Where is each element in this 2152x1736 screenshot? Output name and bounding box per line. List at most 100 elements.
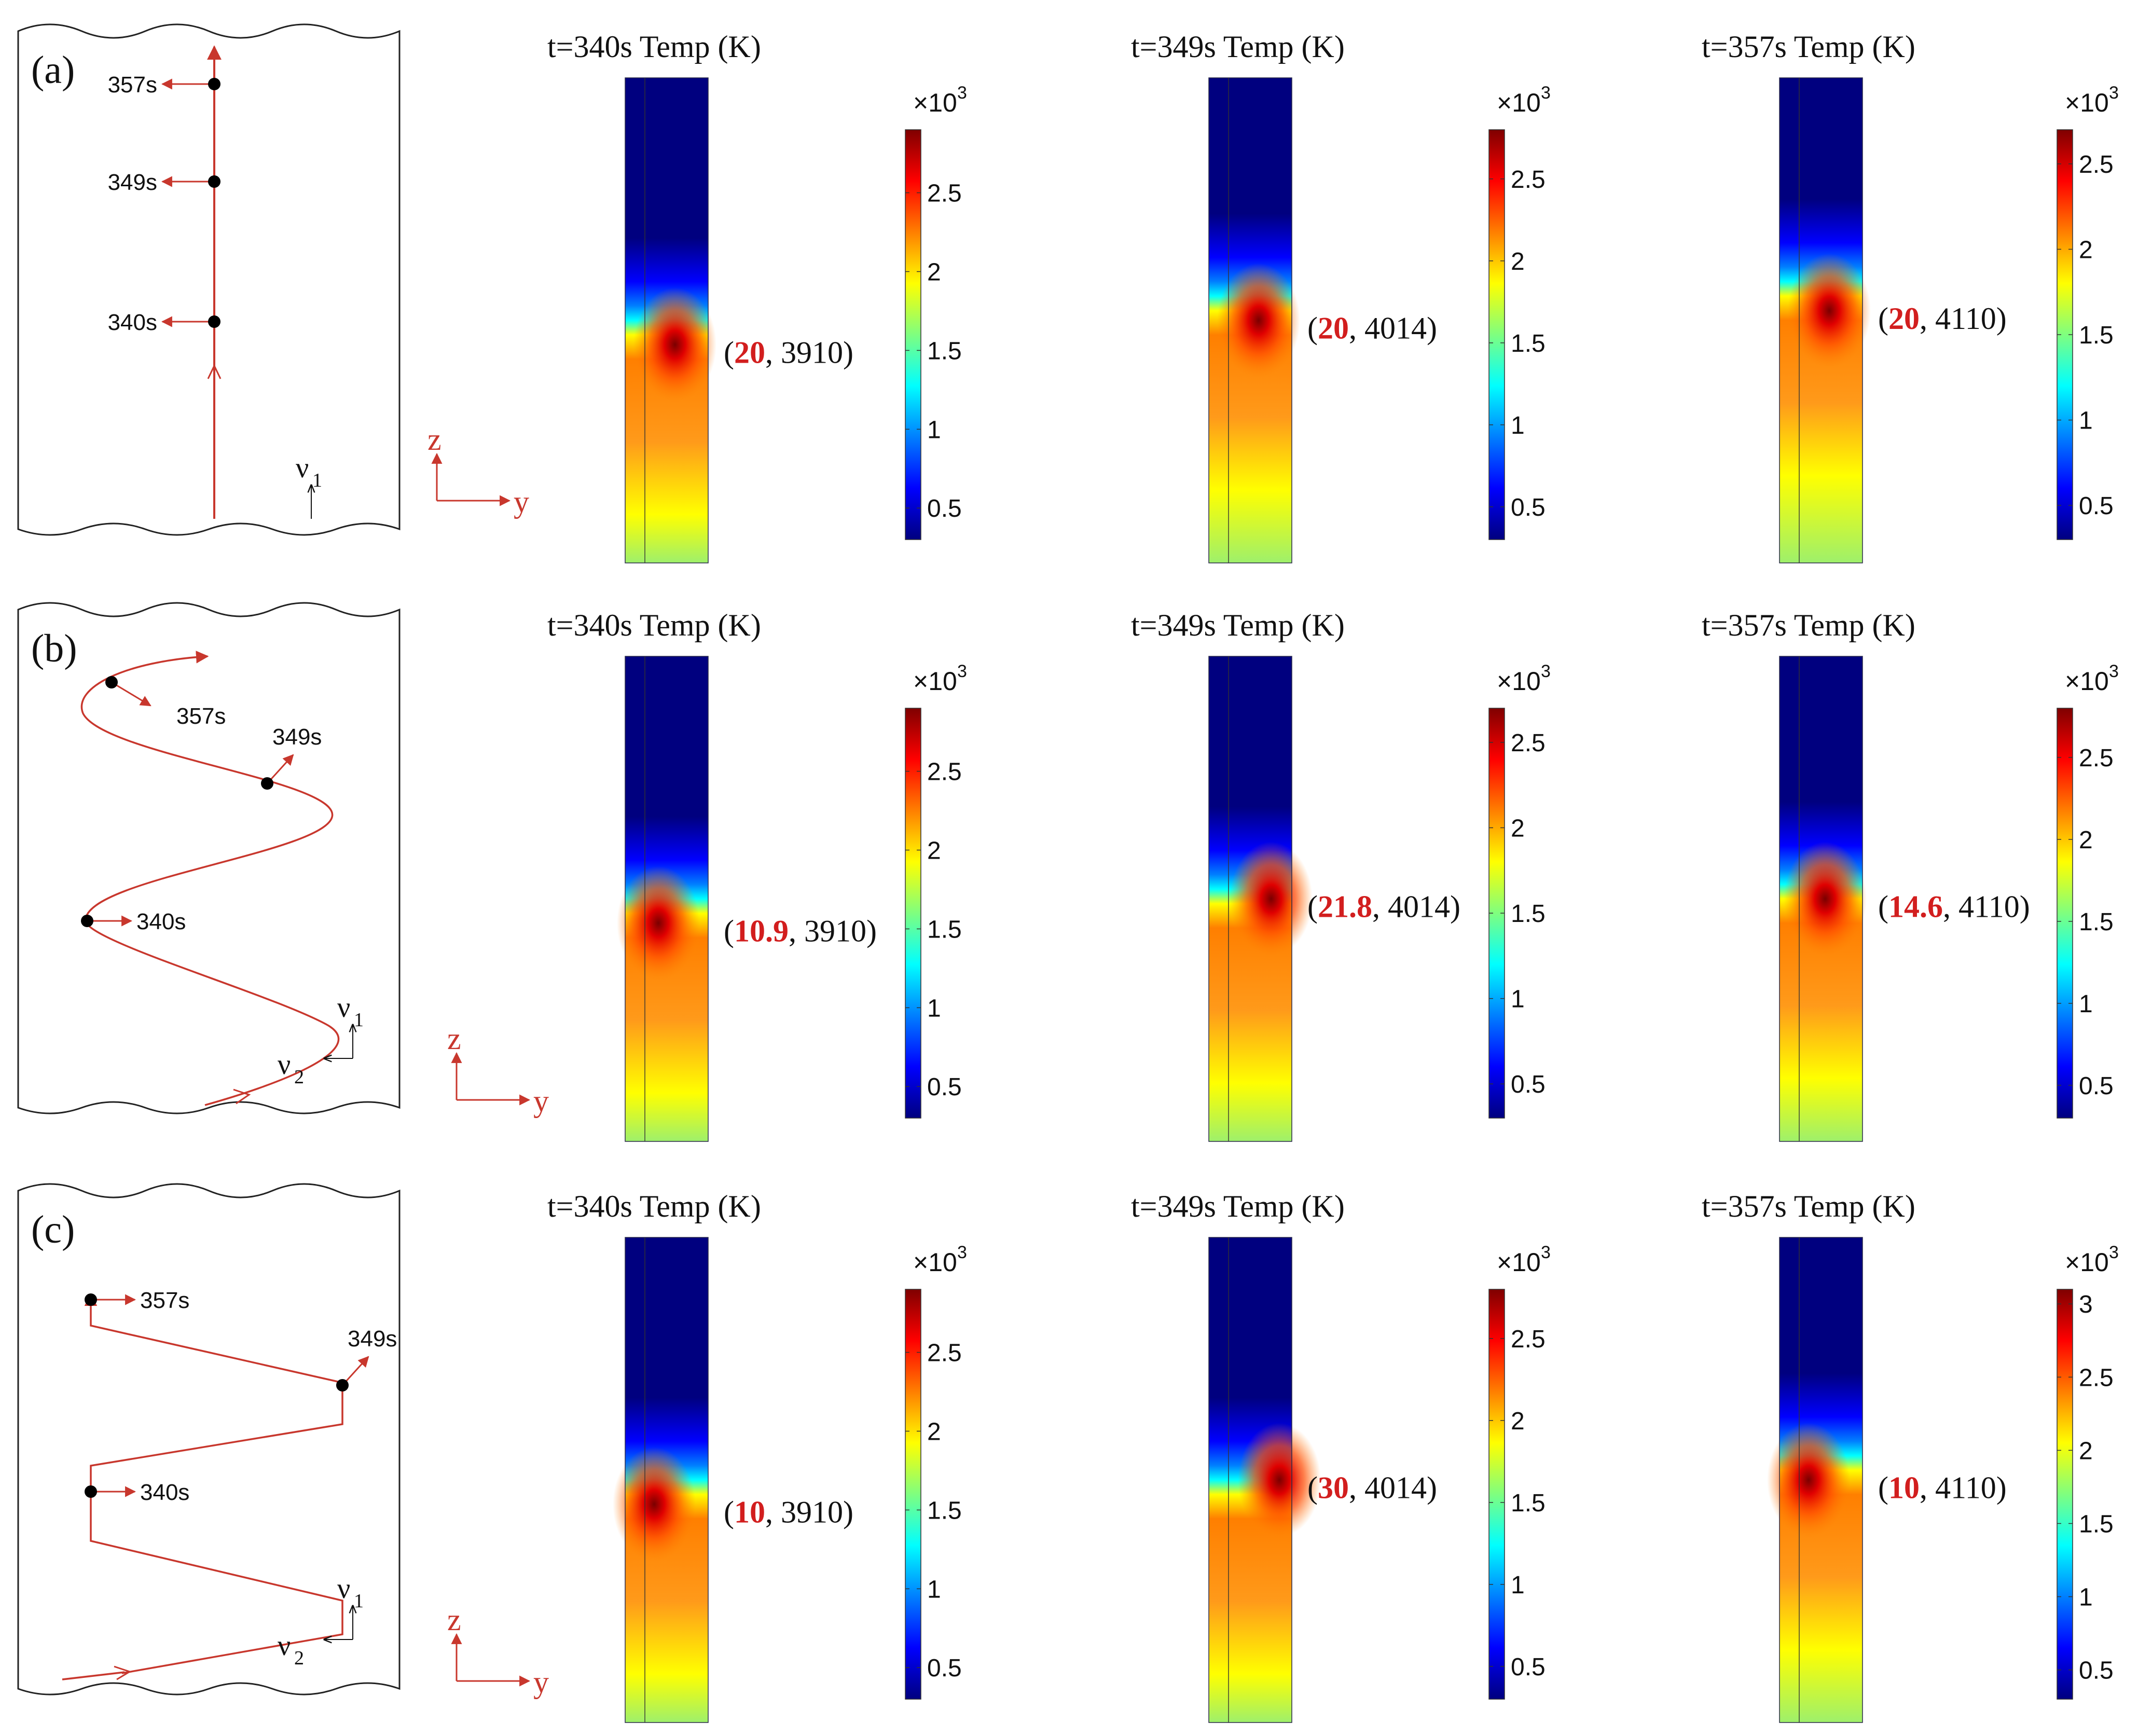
colorbar-tick-label: 2.5 [1511,166,1546,194]
coordinate-label: (10.9, 3910) [724,914,877,948]
time-marker-arrow [266,754,294,784]
velocity-v1-label: ν [296,452,309,484]
colorbar: ×10 3 2.5 2 1.5 1 0.5 [1488,83,1551,540]
hot-spot [633,287,716,402]
colorbar-tick-label: 2.5 [2079,745,2114,772]
plot-title: t=340s Temp (K) [547,608,761,642]
velocity-v1-subscript: 1 [354,1590,364,1612]
colorbar-tick-label: 2 [1511,815,1525,842]
temperature-plot: t=357s Temp (K) (20, 4110) ×10 3 2.5 2 1.5 1 0.5 [1702,30,2119,563]
axis-z-label: z [427,422,442,457]
colorbar-tick-label: 2 [927,1418,941,1445]
colorbar-tick-label: 2 [927,258,941,286]
coordinate-open: ( [1307,1471,1318,1505]
coordinate-label: (14.6, 4110) [1878,890,2030,924]
colorbar-scale-exponent: 3 [1541,662,1551,681]
colorbar-scale: ×10 [1497,88,1541,117]
domain-outline [17,1183,401,1696]
coordinate-label: (20, 4014) [1307,311,1437,346]
colorbar-scale-exponent: 3 [1541,1243,1551,1262]
colorbar-scale-exponent: 3 [1541,83,1551,103]
colorbar-scale-exponent: 3 [957,83,967,103]
plot-title: t=340s Temp (K) [547,30,761,64]
colorbar-bar [905,1289,921,1700]
coordinate-y-value: 30 [1318,1471,1349,1505]
hot-spot [617,866,700,981]
direction-chevron [233,1089,251,1105]
axis-y-label: y [533,1084,549,1118]
domain-outline [17,23,401,536]
coordinate-open: ( [1878,301,1888,336]
colorbar-scale-exponent: 3 [2109,83,2119,103]
temperature-plot: t=357s Temp (K)(10, 4110)×10 332.521.510.… [1702,1189,2119,1723]
colorbar-tick-label: 3 [2079,1291,2093,1318]
colorbar-tick-label: 0.5 [2079,492,2114,520]
colorbar-tick-label: 0.5 [927,1655,962,1682]
coordinate-y-value: 20 [1318,311,1349,346]
colorbar-tick-label: 1 [927,1576,941,1603]
coordinate-open: ( [724,1495,734,1529]
colorbar-tick-label: 2.5 [927,1340,962,1367]
colorbar-tick-label: 2.5 [2079,151,2114,178]
temperature-plot: t=349s Temp (K) (20, 4014) ×10 3 2.5 2 1.5 1 0.5 [1131,30,1551,563]
panel-label: (c) [31,1208,75,1251]
velocity-v2-label: ν [278,1049,291,1081]
colorbar-tick-label: 1.5 [2079,908,2114,936]
colorbar: ×10 3 2.5 2 1.5 1 0.5 [2057,83,2119,540]
colorbar-tick-label: 2.5 [927,180,962,208]
colorbar-tick-label: 1.5 [1511,330,1546,357]
coordinate-rest: , 3910) [789,914,877,948]
velocity-v2-label: ν [278,1630,291,1662]
panel-label: (a) [31,48,75,92]
colorbar-tick-label: 0.5 [1511,1071,1546,1098]
coordinate-label: (10, 3910) [724,1495,853,1529]
colorbar-tick-label: 2.5 [927,759,962,786]
coordinate-open: ( [1878,1471,1888,1505]
colorbar-tick-label: 1.5 [1511,900,1546,928]
axis-y-label: y [514,485,529,519]
colorbar-scale: ×10 [913,667,957,696]
colorbar: ×10 3 2.5 2 1.5 1 0.5 [2057,662,2119,1119]
coordinate-open: ( [1307,890,1318,924]
colorbar-tick-label: 1 [927,416,941,444]
time-marker-dot [336,1379,349,1391]
plot-border [625,656,709,1142]
colorbar-tick-label: 1.5 [2079,1510,2114,1538]
colorbar-tick-label: 2.5 [1511,1326,1546,1353]
colorbar-tick-label: 2.5 [2079,1364,2114,1391]
coordinate-open: ( [724,914,734,948]
time-marker-label: 349s [108,170,157,195]
colorbar-tick-label: 0.5 [2079,1072,2114,1100]
colorbar-tick-label: 0.5 [1511,1654,1546,1681]
scan-path [84,1293,343,1674]
time-marker-label: 357s [108,72,157,98]
coordinate-rest: , 3910) [765,1495,853,1529]
colorbar-scale-exponent: 3 [2109,662,2119,681]
time-marker-label: 349s [348,1326,397,1352]
colorbar-scale: ×10 [1497,1248,1541,1277]
time-marker-arrow [341,1356,369,1386]
coordinate-rest: , 4110) [1920,301,2007,336]
scan-path [80,651,340,1106]
hot-spot [1217,263,1300,378]
plot-border [1779,656,1863,1142]
coordinate-label: (21.8, 4014) [1307,890,1460,924]
plot-title: t=349s Temp (K) [1131,608,1345,642]
time-marker-dot [85,1293,97,1306]
colorbar-tick-label: 2 [2079,1437,2093,1465]
colorbar-scale: ×10 [2065,1248,2109,1277]
temperature-plot: t=340s Temp (K) (20, 3910) ×10 3 2.5 2 1.5 1 0.5 [547,30,967,563]
colorbar-tick-label: 0.5 [1511,494,1546,521]
colorbar-bar [1488,129,1505,540]
hot-spot [1784,842,1867,956]
plot-border [1779,1237,1863,1723]
temperature-plot: t=349s Temp (K) (30, 4014) ×10 3 2.5 2 1.5 1 0.5 [1131,1189,1551,1723]
colorbar-tick-label: 1.5 [927,337,962,365]
domain-outline [17,602,401,1114]
hot-spot [1230,842,1313,956]
colorbar-tick-label: 1 [1511,986,1525,1013]
plot-title: t=357s Temp (K) [1702,1189,1915,1223]
hot-spot [1238,1423,1321,1537]
